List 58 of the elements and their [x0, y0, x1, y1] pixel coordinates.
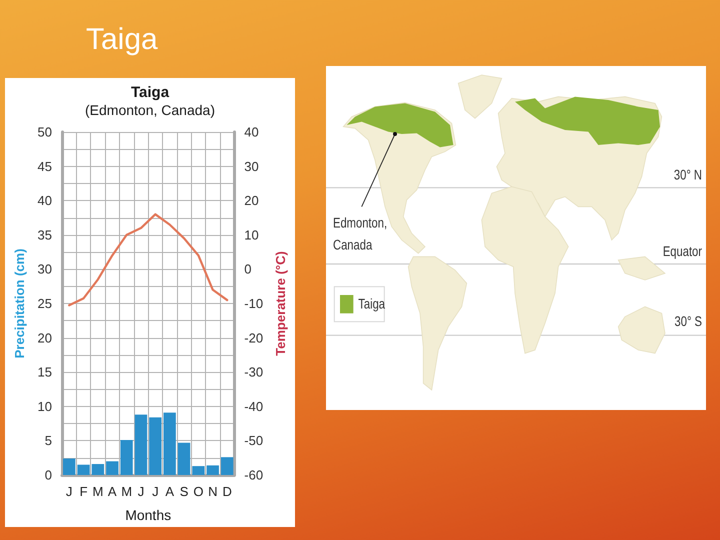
- y2-tick-label: 40: [244, 124, 259, 140]
- x-tick-label: S: [180, 484, 189, 499]
- y-tick-label: 50: [38, 124, 52, 140]
- text: Edmonton, Canada: [333, 216, 388, 253]
- y2-tick-label: -30: [244, 364, 264, 380]
- bar: [164, 412, 176, 475]
- y-tick-label: 15: [38, 364, 52, 380]
- y-tick-label: 10: [38, 398, 52, 414]
- x-tick-label: F: [80, 484, 88, 499]
- bar: [220, 457, 234, 475]
- x-tick-label: N: [208, 484, 218, 499]
- bar: [178, 442, 190, 475]
- x-tick-label: J: [138, 484, 144, 499]
- bar: [120, 440, 133, 475]
- y2-tick-label: -20: [244, 330, 264, 346]
- bar: [77, 464, 90, 475]
- x-tick-label: A: [108, 484, 117, 499]
- chart-title: Taiga: [130, 84, 170, 101]
- y2-tick-label: -40: [244, 398, 264, 414]
- x-tick-label: A: [165, 484, 174, 499]
- bar: [106, 461, 118, 475]
- bar: [206, 465, 219, 475]
- bar: [134, 414, 148, 475]
- y-tick-label: 40: [38, 193, 52, 208]
- bar: [63, 458, 76, 475]
- text: Taiga: [86, 22, 158, 58]
- line-series: [68, 213, 228, 306]
- y2-tick-label: 10: [244, 227, 259, 242]
- y-tick-label: 20: [38, 330, 52, 346]
- y2-tick-label: 30: [244, 158, 259, 174]
- y-tick-label: 30: [38, 262, 52, 277]
- y-tick-label: 5: [44, 433, 52, 448]
- chart-subtitle: (Edmonton, Canada): [85, 102, 215, 118]
- y2-tick-label: -10: [244, 296, 264, 311]
- x-tick-label: O: [193, 484, 204, 499]
- y-tick-label: 35: [38, 227, 52, 242]
- x-tick-label: D: [222, 484, 232, 499]
- bar: [92, 464, 104, 475]
- text: 30° N: [674, 167, 702, 183]
- text: Equator: [662, 244, 702, 260]
- y-tick-label: 45: [38, 158, 52, 174]
- y2-tick-label: 0: [244, 262, 252, 277]
- y2-tick-label: -50: [244, 433, 264, 448]
- bar: [192, 466, 205, 475]
- x-tick-label: M: [92, 484, 104, 499]
- text: 30° S: [674, 314, 702, 330]
- y2-tick-label: 20: [244, 193, 259, 208]
- text: Taiga: [358, 296, 386, 312]
- bar: [149, 417, 162, 475]
- x-tick-label: J: [66, 484, 72, 499]
- x-tick-label: M: [121, 484, 132, 499]
- x-axis-title: Months: [125, 507, 172, 523]
- y-tick-label: 0: [44, 468, 52, 482]
- y2-tick-label: -60: [244, 468, 264, 482]
- y-axis-title: Precipitation (cm): [12, 248, 27, 358]
- x-tick-label: J: [152, 484, 159, 499]
- y2-axis-title: Temperature (°C): [273, 251, 288, 356]
- y-tick-label: 25: [38, 296, 52, 311]
